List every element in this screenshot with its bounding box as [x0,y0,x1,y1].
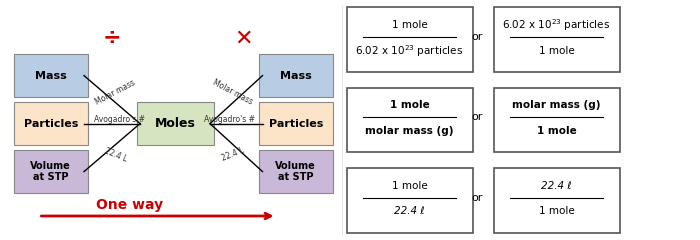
Text: Particles: Particles [269,119,323,129]
FancyBboxPatch shape [14,150,88,193]
FancyBboxPatch shape [346,7,472,72]
Text: Molar mass: Molar mass [211,78,254,107]
Text: 6.02 x 10$^{23}$ particles: 6.02 x 10$^{23}$ particles [356,43,463,59]
Text: Avogadro's #: Avogadro's # [94,115,144,125]
Text: 1 mole: 1 mole [391,180,428,191]
Text: ÷: ÷ [103,28,121,48]
FancyBboxPatch shape [494,168,620,233]
Text: Molar mass: Molar mass [94,78,137,107]
Text: ✕: ✕ [234,28,253,48]
Text: Volume
at STP: Volume at STP [30,161,71,182]
Text: Volume
at STP: Volume at STP [275,161,316,182]
Text: 1 mole: 1 mole [390,100,429,110]
Text: 1 mole: 1 mole [391,20,428,30]
Text: 1 mole: 1 mole [538,46,575,56]
Text: 22.4 L: 22.4 L [103,146,128,163]
Text: Particles: Particles [24,119,78,129]
FancyBboxPatch shape [14,54,88,97]
FancyBboxPatch shape [259,102,332,145]
FancyBboxPatch shape [136,102,214,145]
Text: 22.4 ℓ: 22.4 ℓ [541,180,572,191]
Text: 1 mole: 1 mole [537,126,576,136]
Text: 22.4 L: 22.4 L [220,146,245,163]
FancyBboxPatch shape [259,54,332,97]
Text: Mass: Mass [280,71,312,81]
FancyBboxPatch shape [346,88,472,152]
Text: molar mass (g): molar mass (g) [365,126,454,136]
Text: molar mass (g): molar mass (g) [512,100,601,110]
Text: or: or [472,32,483,42]
Text: Mass: Mass [35,71,66,81]
Text: 6.02 x 10$^{23}$ particles: 6.02 x 10$^{23}$ particles [503,17,610,33]
Text: Avogadro's #: Avogadro's # [204,115,255,125]
Text: Moles: Moles [155,117,195,130]
FancyBboxPatch shape [494,7,620,72]
Text: or: or [472,192,483,203]
FancyBboxPatch shape [494,88,620,152]
Text: 22.4 ℓ: 22.4 ℓ [394,206,425,216]
Text: 1 mole: 1 mole [538,206,575,216]
Text: or: or [472,112,483,122]
FancyBboxPatch shape [259,150,332,193]
Text: One way: One way [96,198,163,212]
FancyBboxPatch shape [346,168,472,233]
FancyBboxPatch shape [14,102,88,145]
